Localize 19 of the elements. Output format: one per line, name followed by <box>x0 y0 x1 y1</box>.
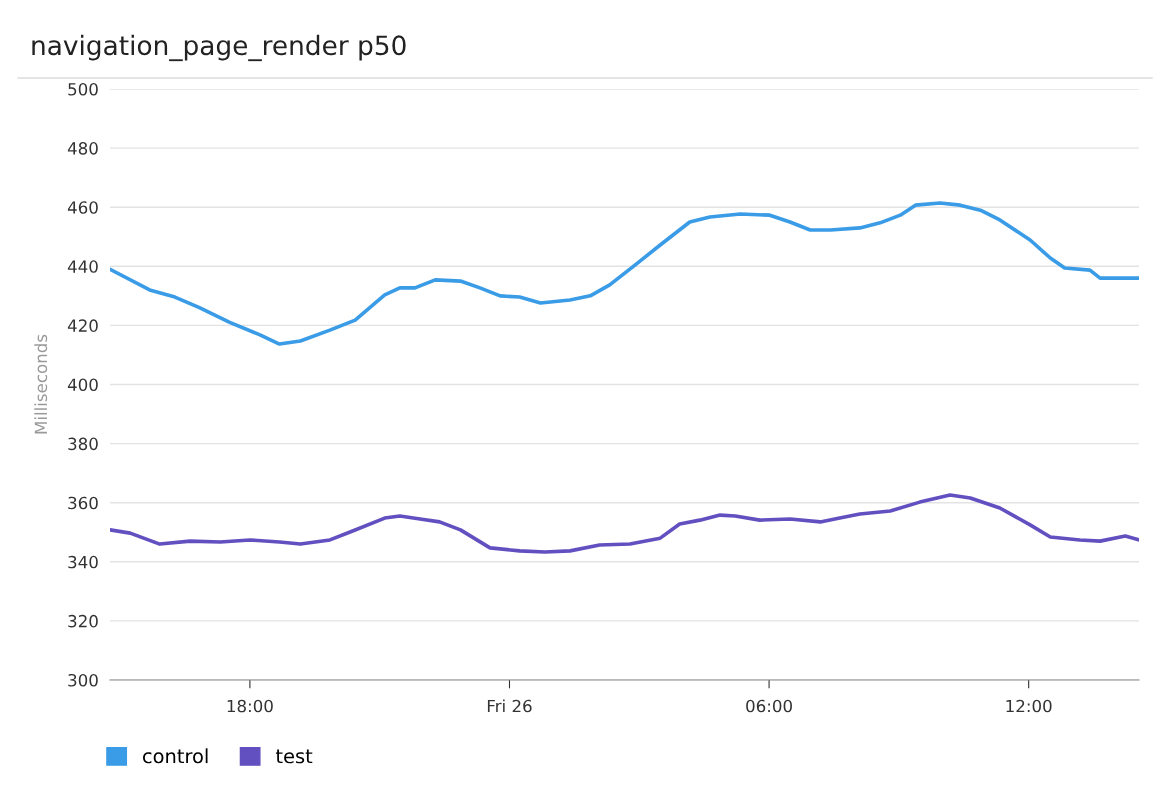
y-tick-label: 360 <box>68 496 98 510</box>
legend-label: control <box>142 748 208 764</box>
y-tick-label: 340 <box>68 555 98 569</box>
x-tick-label: 18:00 <box>227 699 273 713</box>
y-tick-label: 300 <box>68 673 98 687</box>
y-tick-label: 480 <box>67 142 98 155</box>
x-tick-label: 12:00 <box>1006 699 1052 713</box>
y-tick-label: 440 <box>67 260 98 273</box>
y-tick-label: 400 <box>67 378 98 392</box>
y-tick-label: 460 <box>67 201 98 214</box>
x-tick-label: Fri 26 <box>487 699 532 713</box>
x-tick-label: 06:00 <box>746 699 792 713</box>
y-axis-title: Milliseconds <box>34 334 48 434</box>
chart-title: navigation_page_render p50 <box>32 34 406 62</box>
y-tick-label: 320 <box>68 614 98 628</box>
y-tick-label: 380 <box>68 437 98 451</box>
legend-label: test <box>275 749 313 764</box>
y-tick-label: 420 <box>67 319 98 332</box>
y-tick-label: 500 <box>68 82 98 96</box>
